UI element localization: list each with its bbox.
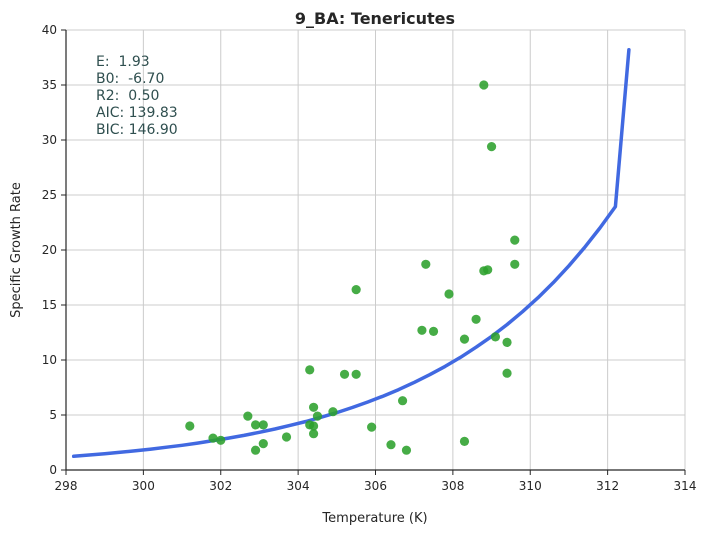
stat-line: R2: 0.50 [96,88,159,104]
fit-curve [71,48,631,459]
y-tick-label: 40 [42,23,57,37]
fit-curve-group [71,48,631,459]
data-point [258,420,268,430]
y-tick-label: 15 [42,298,57,312]
data-point [309,429,319,439]
y-tick-label: 0 [49,463,57,477]
data-point [208,433,218,443]
x-axis-label: Temperature (K) [321,511,427,526]
data-point [490,332,501,342]
y-axis-label: Specific Growth Rate [9,182,24,318]
data-point [459,436,470,446]
y-tick-label: 30 [42,133,57,147]
data-point [421,259,431,269]
data-point [250,445,261,455]
data-point [339,369,350,379]
data-points [185,80,520,455]
data-point [351,369,361,379]
data-point [243,411,253,421]
data-point [258,439,268,449]
data-point [401,445,412,455]
stat-line: E: 1.93 [96,54,150,70]
data-point [428,326,439,336]
data-point [502,368,512,378]
data-point [459,334,470,344]
data-point [502,337,512,347]
data-point [309,402,319,412]
data-point [483,265,493,275]
stat-line: B0: -6.70 [96,71,164,87]
y-tick-label: 20 [42,243,57,257]
x-tick-label: 304 [287,479,310,493]
data-point [397,396,408,406]
stat-line: AIC: 139.83 [96,105,178,121]
y-tick-label: 5 [49,408,57,422]
data-point [479,80,489,90]
x-tick-label: 308 [441,479,464,493]
data-point [367,422,377,432]
data-point [185,421,195,431]
grid [66,29,686,470]
chart-title: 9_BA: Tenericutes [295,9,455,28]
data-point [510,259,520,269]
data-point [486,142,497,152]
data-point [312,411,323,421]
data-point [471,314,481,324]
data-point [216,435,226,445]
y-tick-label: 10 [42,353,57,367]
stat-line: BIC: 146.90 [96,122,178,138]
data-point [250,420,261,430]
x-tick-label: 306 [364,479,387,493]
y-tick-label: 35 [42,78,57,92]
data-point [281,432,292,442]
data-point [305,365,315,375]
axes: 298 300 302 304 306 308 310 312 314 0 5 10 15 20 25 30 3… [42,23,697,493]
data-point [510,235,520,245]
y-tick-label: 25 [42,188,57,202]
data-point [328,407,338,417]
x-tick-label: 310 [519,479,542,493]
data-point [351,285,361,295]
x-tick-label: 312 [596,479,619,493]
x-tick-label: 298 [55,479,78,493]
data-point [309,421,319,431]
data-point [417,325,427,335]
x-tick-label: 302 [209,479,232,493]
data-point [444,289,454,299]
data-point [386,440,396,450]
x-tick-label: 300 [132,479,155,493]
x-tick-label: 314 [674,479,697,493]
